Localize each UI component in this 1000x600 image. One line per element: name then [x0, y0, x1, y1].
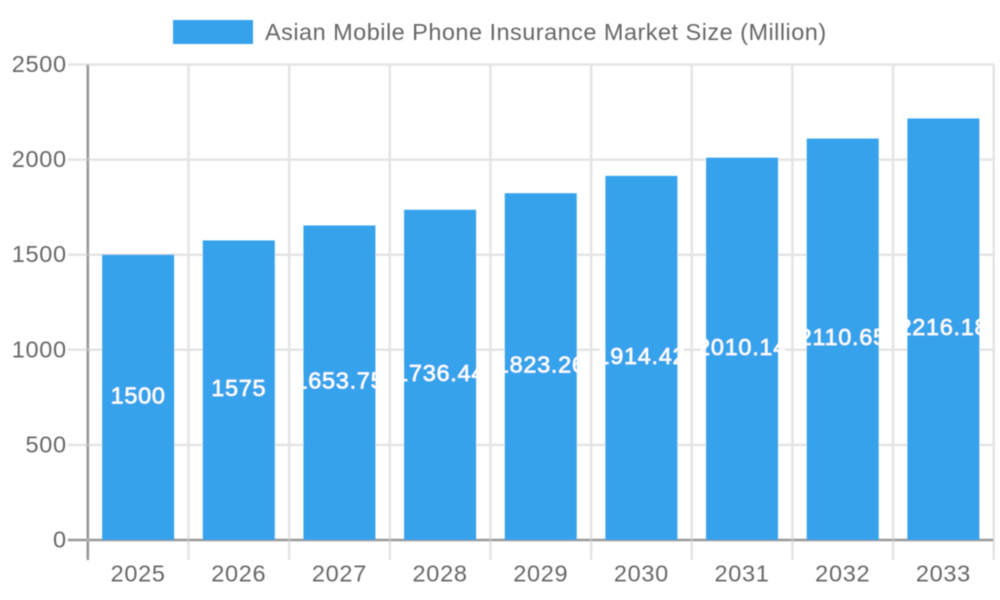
- svg-text:2500: 2500: [12, 51, 67, 77]
- svg-text:Asian Mobile Phone Insurance M: Asian Mobile Phone Insurance Market Size…: [265, 19, 827, 45]
- svg-text:2033: 2033: [916, 561, 971, 587]
- svg-text:1914.42: 1914.42: [596, 343, 686, 369]
- svg-text:2025: 2025: [111, 561, 166, 587]
- svg-text:1500: 1500: [111, 382, 166, 408]
- svg-text:500: 500: [25, 431, 66, 457]
- svg-text:1500: 1500: [12, 241, 67, 267]
- svg-text:2032: 2032: [815, 561, 870, 587]
- svg-text:2031: 2031: [715, 561, 770, 587]
- svg-text:1653.75: 1653.75: [295, 368, 385, 394]
- svg-text:1000: 1000: [12, 336, 67, 362]
- svg-text:2026: 2026: [211, 561, 266, 587]
- svg-text:1823.26: 1823.26: [496, 352, 586, 378]
- svg-text:2216.18: 2216.18: [898, 314, 988, 340]
- svg-text:2027: 2027: [312, 561, 367, 587]
- svg-text:0: 0: [53, 527, 67, 553]
- svg-text:2000: 2000: [12, 146, 67, 172]
- svg-text:2110.65: 2110.65: [799, 324, 887, 350]
- svg-text:2029: 2029: [513, 561, 568, 587]
- svg-text:1736.44: 1736.44: [395, 360, 485, 386]
- svg-text:2010.14: 2010.14: [697, 334, 787, 360]
- svg-text:2030: 2030: [614, 561, 669, 587]
- svg-text:2028: 2028: [413, 561, 468, 587]
- svg-text:1575: 1575: [211, 375, 266, 401]
